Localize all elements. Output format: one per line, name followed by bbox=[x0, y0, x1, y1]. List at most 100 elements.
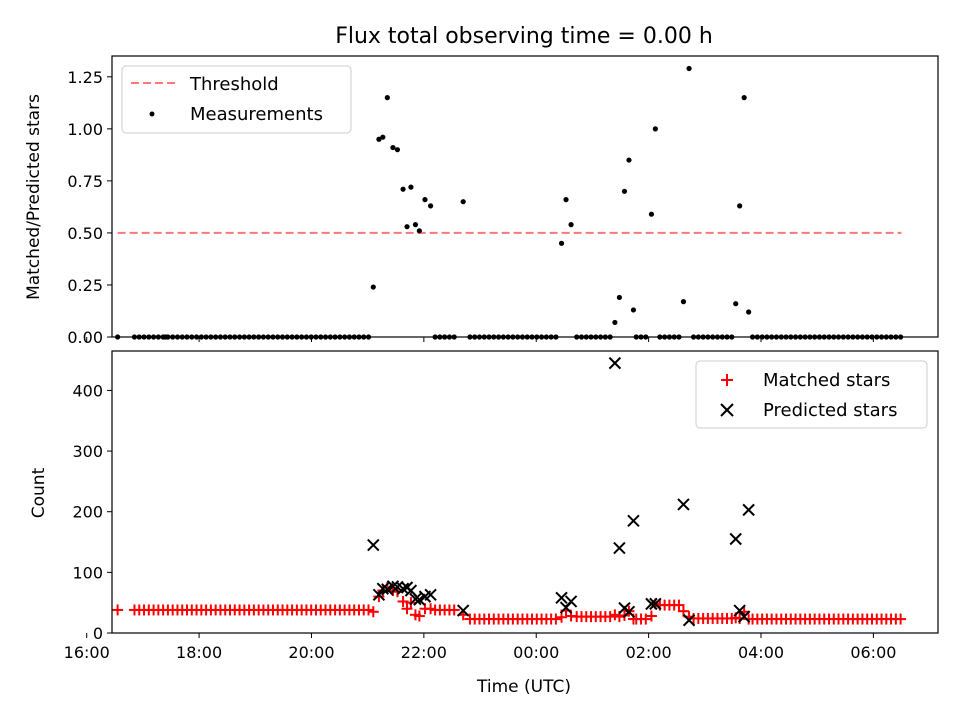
predicted-star-marker bbox=[733, 604, 746, 617]
predicted-marker-b bbox=[424, 588, 437, 602]
predicted-star-marker bbox=[564, 595, 578, 608]
measurement-point bbox=[733, 301, 739, 307]
measurement-point bbox=[741, 95, 747, 101]
top-y-ticks: 0.00 0.25 0.50 0.75 1.00 1.25 bbox=[67, 68, 112, 347]
predicted-marker-b bbox=[645, 597, 658, 611]
predicted-star-marker bbox=[386, 580, 400, 593]
top-y-axis-label: Matched/Predicted stars bbox=[24, 94, 44, 300]
bottom-x-tick-label: 02:00 bbox=[626, 643, 672, 662]
matched-star-marker bbox=[677, 605, 689, 617]
measurement-point bbox=[394, 147, 401, 153]
bottom-x-ticks: 16:00 18:00 20:00 22:00 00:00 02:00 04:00 06:00 bbox=[64, 633, 896, 662]
chart-title: Flux total observing time = 0.00 h bbox=[335, 24, 713, 49]
predicted-marker-b bbox=[608, 356, 622, 370]
predicted-star-marker bbox=[742, 503, 755, 517]
matched-star-marker bbox=[726, 612, 738, 624]
bottom-y-tick-label: 0 bbox=[93, 624, 103, 643]
bottom-panel: 0 100 200 300 400 16:00 18:00 20:00 22:00 00:00 0… bbox=[29, 350, 939, 697]
measurements-legend-label: Measurements bbox=[190, 104, 323, 125]
bottom-x-tick-label: 00:00 bbox=[513, 643, 559, 662]
predicted-star-marker bbox=[622, 605, 636, 618]
predicted-marker-b bbox=[622, 605, 636, 618]
predicted-star-marker bbox=[649, 597, 662, 611]
bottom-x-tick-label: 16:00 bbox=[64, 643, 110, 662]
matched-star-marker bbox=[413, 610, 425, 622]
matched-star-marker bbox=[550, 613, 562, 625]
bottom-x-tick-label: 22:00 bbox=[401, 643, 447, 662]
predicted-marker-b bbox=[682, 614, 696, 627]
measurement-point bbox=[370, 284, 376, 290]
bottom-legend: Matched stars Predicted stars bbox=[695, 360, 928, 429]
predicted-marker-b bbox=[564, 595, 578, 608]
top-legend-box bbox=[121, 65, 352, 134]
predicted-marker-b bbox=[677, 498, 690, 511]
predicted-marker-b bbox=[742, 503, 755, 517]
predicted-legend-swatch bbox=[720, 403, 734, 417]
predicted-star-marker bbox=[613, 541, 626, 555]
predicted-star-marker bbox=[677, 498, 690, 511]
predicted-marker-b bbox=[372, 588, 386, 602]
predicted-star-marker bbox=[682, 614, 696, 627]
top-y-tick-label: 0.50 bbox=[67, 224, 103, 243]
predicted-marker-b bbox=[456, 604, 470, 617]
matched-legend-swatch bbox=[721, 374, 733, 386]
top-y-tick-label: 1.00 bbox=[67, 120, 103, 139]
measurement-point bbox=[460, 199, 466, 205]
top-y-tick-label: 0.25 bbox=[67, 276, 103, 295]
measurement-point bbox=[412, 222, 419, 228]
bottom-x-tick-label: 04:00 bbox=[738, 643, 784, 662]
predicted-marker-b bbox=[613, 541, 626, 555]
bottom-plot-area bbox=[112, 356, 907, 627]
top-panel: 0.00 0.25 0.50 0.75 1.00 1.25 Matched/Predict… bbox=[24, 55, 939, 347]
matched-star-marker bbox=[895, 613, 907, 625]
matched-legend-label: Matched stars bbox=[763, 370, 890, 391]
measurement-point bbox=[390, 144, 396, 151]
measurement-point bbox=[563, 197, 569, 203]
matched-star-marker bbox=[645, 610, 657, 622]
predicted-marker-b bbox=[733, 604, 746, 617]
predicted-star-marker bbox=[729, 532, 742, 546]
measurement-point bbox=[558, 240, 565, 246]
bottom-y-tick-label: 400 bbox=[72, 381, 103, 400]
matched-star-marker bbox=[448, 604, 460, 616]
matched-star-marker bbox=[367, 606, 379, 618]
predicted-marker-b bbox=[367, 538, 380, 552]
top-axes-frame bbox=[111, 55, 939, 338]
measurement-point bbox=[376, 136, 382, 142]
bottom-x-tick-label: 18:00 bbox=[176, 643, 222, 662]
top-legend: Threshold Measurements bbox=[121, 65, 352, 134]
predicted-star-marker bbox=[737, 610, 751, 623]
measurement-point bbox=[408, 184, 414, 190]
matched-star-marker bbox=[556, 611, 568, 623]
measurement-point bbox=[652, 126, 658, 132]
predicted-star-marker bbox=[376, 582, 390, 595]
measurement-point bbox=[680, 299, 687, 305]
measurement-point bbox=[686, 65, 692, 72]
measurement-point bbox=[416, 228, 422, 234]
matched-star-marker bbox=[363, 604, 375, 616]
predicted-star-marker bbox=[555, 591, 568, 605]
x-axis-label: Time (UTC) bbox=[476, 677, 571, 697]
predicted-star-marker bbox=[372, 588, 386, 602]
bottom-y-tick-label: 100 bbox=[72, 563, 103, 582]
measurement-point bbox=[616, 294, 623, 301]
bottom-axes-frame bbox=[111, 350, 939, 634]
matched-star-marker bbox=[397, 595, 409, 607]
measurement-point bbox=[428, 203, 434, 209]
predicted-legend-label: Predicted stars bbox=[763, 400, 897, 421]
predicted-star-marker bbox=[627, 514, 640, 528]
measurement-point bbox=[404, 224, 410, 230]
top-x-ticks bbox=[86, 337, 874, 342]
bottom-y-ticks: 0 100 200 300 400 bbox=[72, 381, 112, 643]
measurement-point bbox=[746, 309, 752, 315]
matched-star-marker bbox=[604, 611, 616, 623]
measurements-legend-swatch bbox=[149, 111, 155, 117]
top-y-tick-label: 0.00 bbox=[67, 328, 103, 347]
predicted-marker-b bbox=[391, 580, 404, 594]
measurement-point bbox=[621, 188, 628, 194]
measurement-point bbox=[626, 157, 632, 163]
measurement-point bbox=[400, 186, 406, 192]
bottom-y-tick-label: 200 bbox=[72, 503, 103, 522]
measurement-point bbox=[380, 134, 386, 140]
